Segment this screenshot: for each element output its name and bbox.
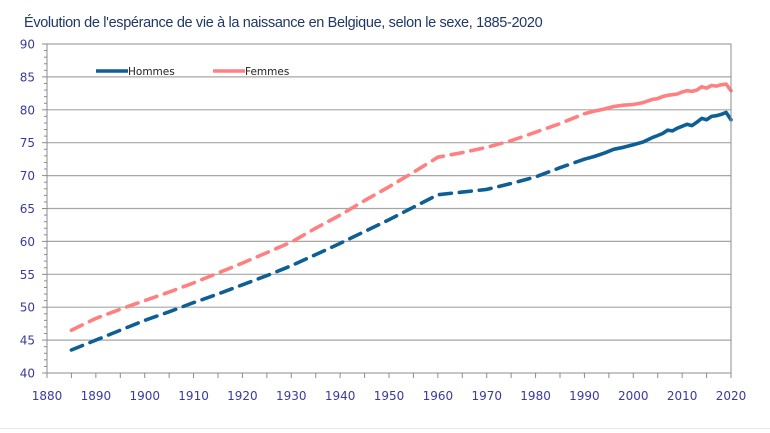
y-tick-label: 45 [20,334,35,348]
series-line-hommes-dashed [69,157,587,352]
y-tick-label: 80 [20,103,35,117]
x-axis: 1880 1890 1900 1910 1920 1930 1940 1950 1960 1970… [32,373,747,403]
x-tick-label: 2010 [667,389,698,403]
x-tick-label: 1980 [520,389,551,403]
series-line-femmes [582,82,733,116]
x-tick-label: 1910 [178,389,209,403]
x-tick-label: 1970 [471,389,502,403]
y-tick-label: 60 [20,235,35,249]
series-lines [69,82,733,352]
y-tick-label: 65 [20,202,35,216]
x-tick-label: 1990 [569,389,600,403]
x-tick-label: 1940 [325,389,356,403]
x-tick-label: 1880 [32,389,63,403]
x-tick-label: 1930 [276,389,307,403]
y-tick-label: 70 [20,169,35,183]
y-tick-label: 55 [20,268,35,282]
chart-title: Évolution de l'espérance de vie à la nai… [24,15,543,31]
legend-label-hommes: Hommes [128,66,175,78]
x-tick-label: 1960 [423,389,454,403]
x-tick-label: 1920 [227,389,258,403]
x-tick-label: 1890 [81,389,112,403]
x-tick-label: 1900 [129,389,160,403]
y-axis: 40 45 50 55 60 65 70 75 80 85 90 [20,38,47,381]
series-line-hommes [582,110,733,161]
bottom-divider [0,428,770,429]
y-tick-label: 40 [20,367,35,381]
x-tick-label: 2020 [716,389,747,403]
series-line-femmes-dashed [69,111,587,333]
y-tick-label: 85 [20,70,35,84]
x-tick-label: 1950 [374,389,405,403]
gridlines [47,76,731,341]
legend-label-femmes: Femmes [245,66,289,78]
y-tick-label: 90 [20,38,35,52]
y-tick-label: 75 [20,136,35,150]
y-tick-label: 50 [20,301,35,315]
x-tick-label: 2000 [618,389,649,403]
plot-area-frame [46,43,732,374]
legend: Hommes Femmes [96,66,289,78]
